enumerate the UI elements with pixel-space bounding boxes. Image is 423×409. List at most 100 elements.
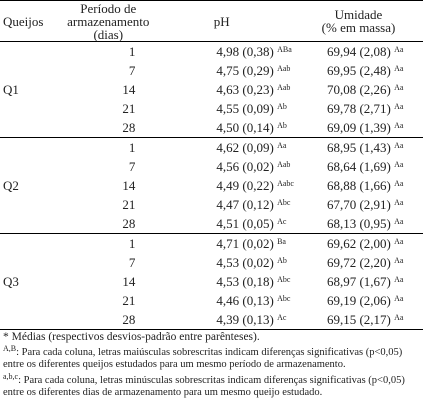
day-cell: 7 <box>128 63 136 78</box>
ph-cell: 4,62 (0,09) Aa <box>149 138 294 158</box>
table-row: 7 4,53 (0,02) Ab 69,72 (2,20) Aa <box>0 253 423 272</box>
footnote-text: * Médias (respectivos desvios-padrão ent… <box>3 331 260 343</box>
umidade-letters: Aa <box>394 141 404 150</box>
umidade-letters: Aa <box>394 83 404 92</box>
umidade-value: 69,19 (2,06) <box>326 293 391 308</box>
table-row: 7 4,56 (0,02) Aab 68,64 (1,69) Aa <box>0 157 423 176</box>
ph-value: 4,75 (0,29) <box>216 63 274 78</box>
umidade-value: 69,15 (2,17) <box>326 312 391 327</box>
day-cell: 1 <box>128 44 136 59</box>
umidade-cell: 67,70 (2,91) Aa <box>294 195 423 214</box>
day-cell: 1 <box>128 236 136 251</box>
ph-letters: Aab <box>277 83 291 92</box>
umidade-value: 68,97 (1,67) <box>326 274 391 289</box>
umidade-cell: 68,97 (1,67) Aa <box>294 272 423 291</box>
day-cell: 21 <box>122 101 136 116</box>
header-line: Umidade <box>334 7 383 22</box>
umidade-cell: 69,19 (2,06) Aa <box>294 291 423 310</box>
header-line: Período de <box>80 0 137 16</box>
column-header: pH <box>149 0 294 42</box>
footnote-marker: a,b,c <box>3 372 19 381</box>
ph-letters: Abc <box>277 294 291 303</box>
umidade-cell: 69,94 (2,08) Aa <box>294 42 423 62</box>
ph-cell: 4,71 (0,02) Ba <box>149 234 294 254</box>
umidade-letters: Aa <box>394 275 404 284</box>
umidade-value: 67,70 (2,91) <box>326 197 391 212</box>
ph-letters: Ba <box>277 237 286 246</box>
column-header: Queijos <box>0 0 68 42</box>
ph-cell: 4,53 (0,02) Ab <box>149 253 294 272</box>
footnote-text: : Para cada coluna, letras minúsculas so… <box>3 375 405 398</box>
table-row: 21 4,47 (0,12) Abc 67,70 (2,91) Aa <box>0 195 423 214</box>
footnote: a,b,c: Para cada coluna, letras minúscul… <box>3 372 421 399</box>
day-cell: 14 <box>122 274 136 289</box>
ph-letters: Aab <box>277 160 291 169</box>
group-label: Q2 <box>0 137 68 234</box>
day-cell: 14 <box>122 178 136 193</box>
umidade-cell: 68,64 (1,69) Aa <box>294 157 423 176</box>
ph-letters: Aabc <box>277 179 294 188</box>
footnote: * Médias (respectivos desvios-padrão ent… <box>3 331 421 343</box>
ph-letters: Ab <box>277 121 287 130</box>
umidade-value: 68,13 (0,95) <box>326 216 391 231</box>
umidade-cell: 68,95 (1,43) Aa <box>294 138 423 158</box>
ph-cell: 4,75 (0,29) Aab <box>149 61 294 80</box>
umidade-letters: Aa <box>394 160 404 169</box>
day-cell: 1 <box>128 140 136 155</box>
footnote-text: : Para cada coluna, letras maiúsculas so… <box>3 347 403 370</box>
column-header: Período de armazenamento (dias) <box>67 0 150 42</box>
umidade-letters: Aa <box>394 256 404 265</box>
ph-value: 4,56 (0,02) <box>216 159 274 174</box>
umidade-value: 68,88 (1,66) <box>326 178 391 193</box>
data-table: Queijos Período de armazenamento (dias) pH Um… <box>0 0 423 330</box>
day-cell: 14 <box>122 82 136 97</box>
table-row: 28 4,39 (0,13) Ac 69,15 (2,17) Aa <box>0 310 423 330</box>
umidade-value: 69,09 (1,39) <box>326 120 391 135</box>
group-label: Q1 <box>0 41 68 138</box>
umidade-value: 70,08 (2,26) <box>326 82 391 97</box>
umidade-letters: Aa <box>394 179 404 188</box>
header-line: Queijos <box>3 13 44 29</box>
umidade-cell: 69,72 (2,20) Aa <box>294 253 423 272</box>
ph-value: 4,51 (0,05) <box>216 216 274 231</box>
ph-value: 4,63 (0,23) <box>216 82 274 97</box>
day-cell: 28 <box>67 118 150 138</box>
group-label: Q3 <box>0 233 68 330</box>
header-row: Queijos Período de armazenamento (dias) pH Um… <box>0 0 423 42</box>
ph-value: 4,49 (0,22) <box>216 178 274 193</box>
umidade-letters: Aa <box>394 198 404 207</box>
header-line: pH <box>213 13 230 29</box>
day-cell: 28 <box>67 214 150 234</box>
table-row: Q2 1 4,62 (0,09) Aa 68,95 (1,43) Aa <box>0 137 423 234</box>
ph-value: 4,62 (0,09) <box>216 140 274 155</box>
footnote-marker: A,B <box>3 344 17 353</box>
ph-letters: ABa <box>277 45 292 54</box>
header-line: (% em massa) <box>321 20 396 35</box>
ph-letters: Aab <box>277 64 291 73</box>
footnotes: * Médias (respectivos desvios-padrão ent… <box>3 331 421 403</box>
umidade-cell: 69,62 (2,00) Aa <box>294 234 423 254</box>
table-row: 28 4,51 (0,05) Ac 68,13 (0,95) Aa <box>0 214 423 234</box>
table-row: Q3 1 4,71 (0,02) Ba 69,62 (2,00) Aa <box>0 233 423 330</box>
ph-value: 4,98 (0,38) <box>216 44 274 59</box>
umidade-value: 69,72 (2,20) <box>326 255 391 270</box>
umidade-value: 69,94 (2,08) <box>326 44 391 59</box>
ph-value: 4,47 (0,12) <box>216 197 274 212</box>
umidade-value: 69,78 (2,71) <box>326 101 391 116</box>
footnote: A,B: Para cada coluna, letras maiúsculas… <box>3 344 421 371</box>
umidade-value: 68,64 (1,69) <box>326 159 391 174</box>
ph-value: 4,39 (0,13) <box>216 312 274 327</box>
ph-cell: 4,56 (0,02) Aab <box>149 157 294 176</box>
umidade-letters: Aa <box>394 45 404 54</box>
umidade-cell: 70,08 (2,26) Aa <box>294 80 423 99</box>
ph-letters: Ac <box>277 313 287 322</box>
ph-cell: 4,47 (0,12) Abc <box>149 195 294 214</box>
table-row: 14 4,53 (0,18) Abc 68,97 (1,67) Aa <box>0 272 423 291</box>
umidade-letters: Aa <box>394 64 404 73</box>
umidade-cell: 68,13 (0,95) Aa <box>293 214 423 234</box>
umidade-cell: 69,09 (1,39) Aa <box>293 118 423 138</box>
ph-value: 4,50 (0,14) <box>216 120 274 135</box>
day-cell: 21 <box>122 293 136 308</box>
umidade-cell: 69,15 (2,17) Aa <box>293 310 423 330</box>
